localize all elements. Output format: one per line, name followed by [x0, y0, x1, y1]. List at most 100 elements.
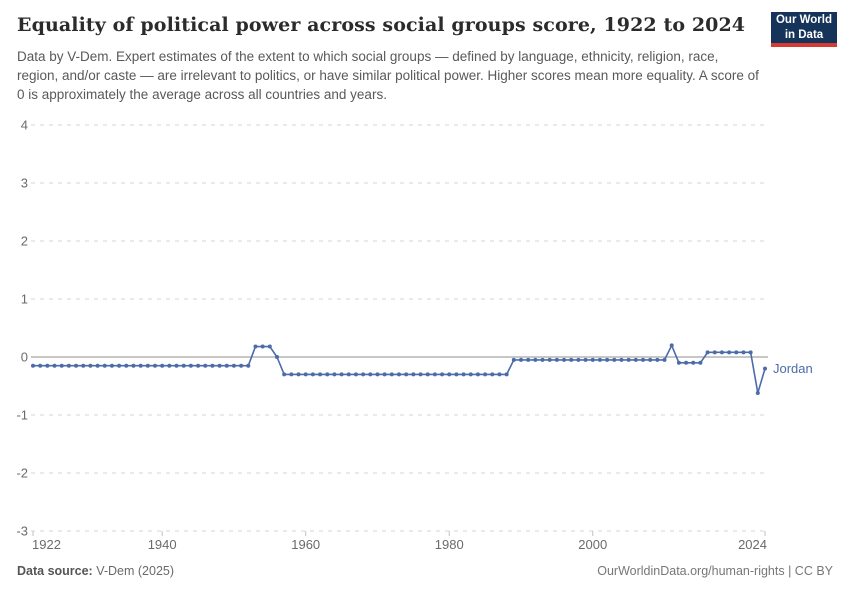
data-point: [188, 363, 193, 368]
data-point: [210, 363, 215, 368]
data-point: [138, 363, 143, 368]
data-point: [655, 357, 660, 362]
data-point: [59, 363, 64, 368]
data-point: [275, 355, 279, 359]
credit-link[interactable]: OurWorldinData.org/human-rights | CC BY: [597, 564, 833, 578]
owid-logo[interactable]: Our World in Data: [771, 12, 837, 47]
data-point: [167, 363, 172, 368]
data-point: [109, 363, 114, 368]
data-point: [253, 344, 258, 349]
data-point: [45, 363, 50, 368]
data-point: [81, 363, 86, 368]
data-point: [303, 372, 308, 377]
data-point: [397, 372, 401, 377]
data-point: [52, 363, 57, 368]
data-point: [339, 372, 344, 377]
data-point: [447, 372, 452, 377]
data-point: [153, 363, 157, 368]
data-point: [95, 363, 100, 368]
data-point: [475, 372, 480, 377]
data-point: [590, 357, 595, 362]
data-point: [368, 372, 373, 377]
x-axis-tick-label: 1980: [435, 537, 464, 552]
data-point: [763, 366, 767, 371]
data-point: [504, 372, 509, 377]
data-point: [181, 363, 186, 368]
data-point: [124, 363, 129, 368]
series-line-jordan[interactable]: [33, 344, 766, 394]
y-axis-tick-label: -3: [16, 524, 28, 539]
data-point: [676, 360, 681, 365]
data-point: [583, 357, 588, 362]
data-point: [533, 357, 538, 362]
data-point: [633, 357, 638, 362]
data-point: [662, 357, 667, 362]
y-axis-tick-label: 3: [21, 176, 28, 191]
data-point: [612, 357, 617, 362]
entity-label[interactable]: Jordan: [773, 361, 813, 376]
data-point: [540, 357, 545, 362]
data-source: Data source: V-Dem (2025): [17, 564, 174, 578]
data-point: [353, 372, 358, 377]
data-point: [404, 372, 409, 377]
data-point: [38, 363, 43, 368]
data-point: [483, 372, 488, 377]
data-point: [160, 363, 165, 368]
y-axis-tick-label: 1: [21, 292, 28, 307]
y-axis-tick-label: -1: [16, 408, 28, 423]
page-title: Equality of political power across socia…: [17, 14, 746, 36]
data-point: [88, 363, 93, 368]
data-point: [325, 372, 330, 377]
data-point: [145, 363, 150, 368]
data-point: [411, 372, 416, 377]
data-point: [698, 360, 703, 365]
data-point: [497, 372, 502, 377]
y-axis-tick-label: 0: [21, 350, 28, 365]
data-point: [310, 372, 315, 377]
data-point: [382, 372, 387, 377]
chart-footer: Data source: V-Dem (2025) OurWorldinData…: [17, 564, 833, 578]
data-point: [511, 357, 516, 362]
data-point: [626, 357, 631, 362]
data-point: [196, 363, 201, 368]
x-axis-tick-label: 2000: [578, 537, 607, 552]
data-point: [131, 363, 136, 368]
data-point: [562, 357, 567, 362]
data-point: [461, 372, 466, 377]
data-point: [74, 363, 79, 368]
data-point: [734, 350, 739, 355]
data-point: [605, 357, 610, 362]
data-point: [346, 372, 351, 377]
data-point: [389, 372, 394, 377]
data-point: [727, 350, 732, 355]
data-point: [332, 372, 337, 377]
data-point: [468, 372, 473, 377]
data-point: [648, 357, 653, 362]
data-point: [755, 390, 760, 395]
data-point: [691, 360, 696, 365]
data-point: [490, 372, 495, 377]
data-point: [239, 363, 244, 368]
x-axis-tick-label: 2024: [738, 537, 767, 552]
data-point: [425, 372, 430, 377]
data-point: [174, 363, 179, 368]
data-point: [102, 363, 107, 368]
x-axis-tick-label: 1922: [32, 537, 61, 552]
data-point: [375, 372, 380, 377]
data-point: [741, 350, 746, 355]
data-point: [282, 372, 287, 377]
data-point: [454, 372, 459, 377]
data-point: [432, 372, 437, 377]
y-axis-tick-label: -2: [16, 466, 28, 481]
data-point: [440, 372, 445, 377]
data-point: [748, 350, 753, 355]
data-point: [246, 363, 251, 368]
data-point: [31, 363, 35, 368]
data-point: [267, 344, 272, 349]
data-point: [519, 357, 523, 362]
data-point: [361, 372, 366, 377]
owid-logo-line2: in Data: [784, 28, 824, 41]
data-point: [203, 363, 208, 368]
data-point: [296, 372, 301, 377]
